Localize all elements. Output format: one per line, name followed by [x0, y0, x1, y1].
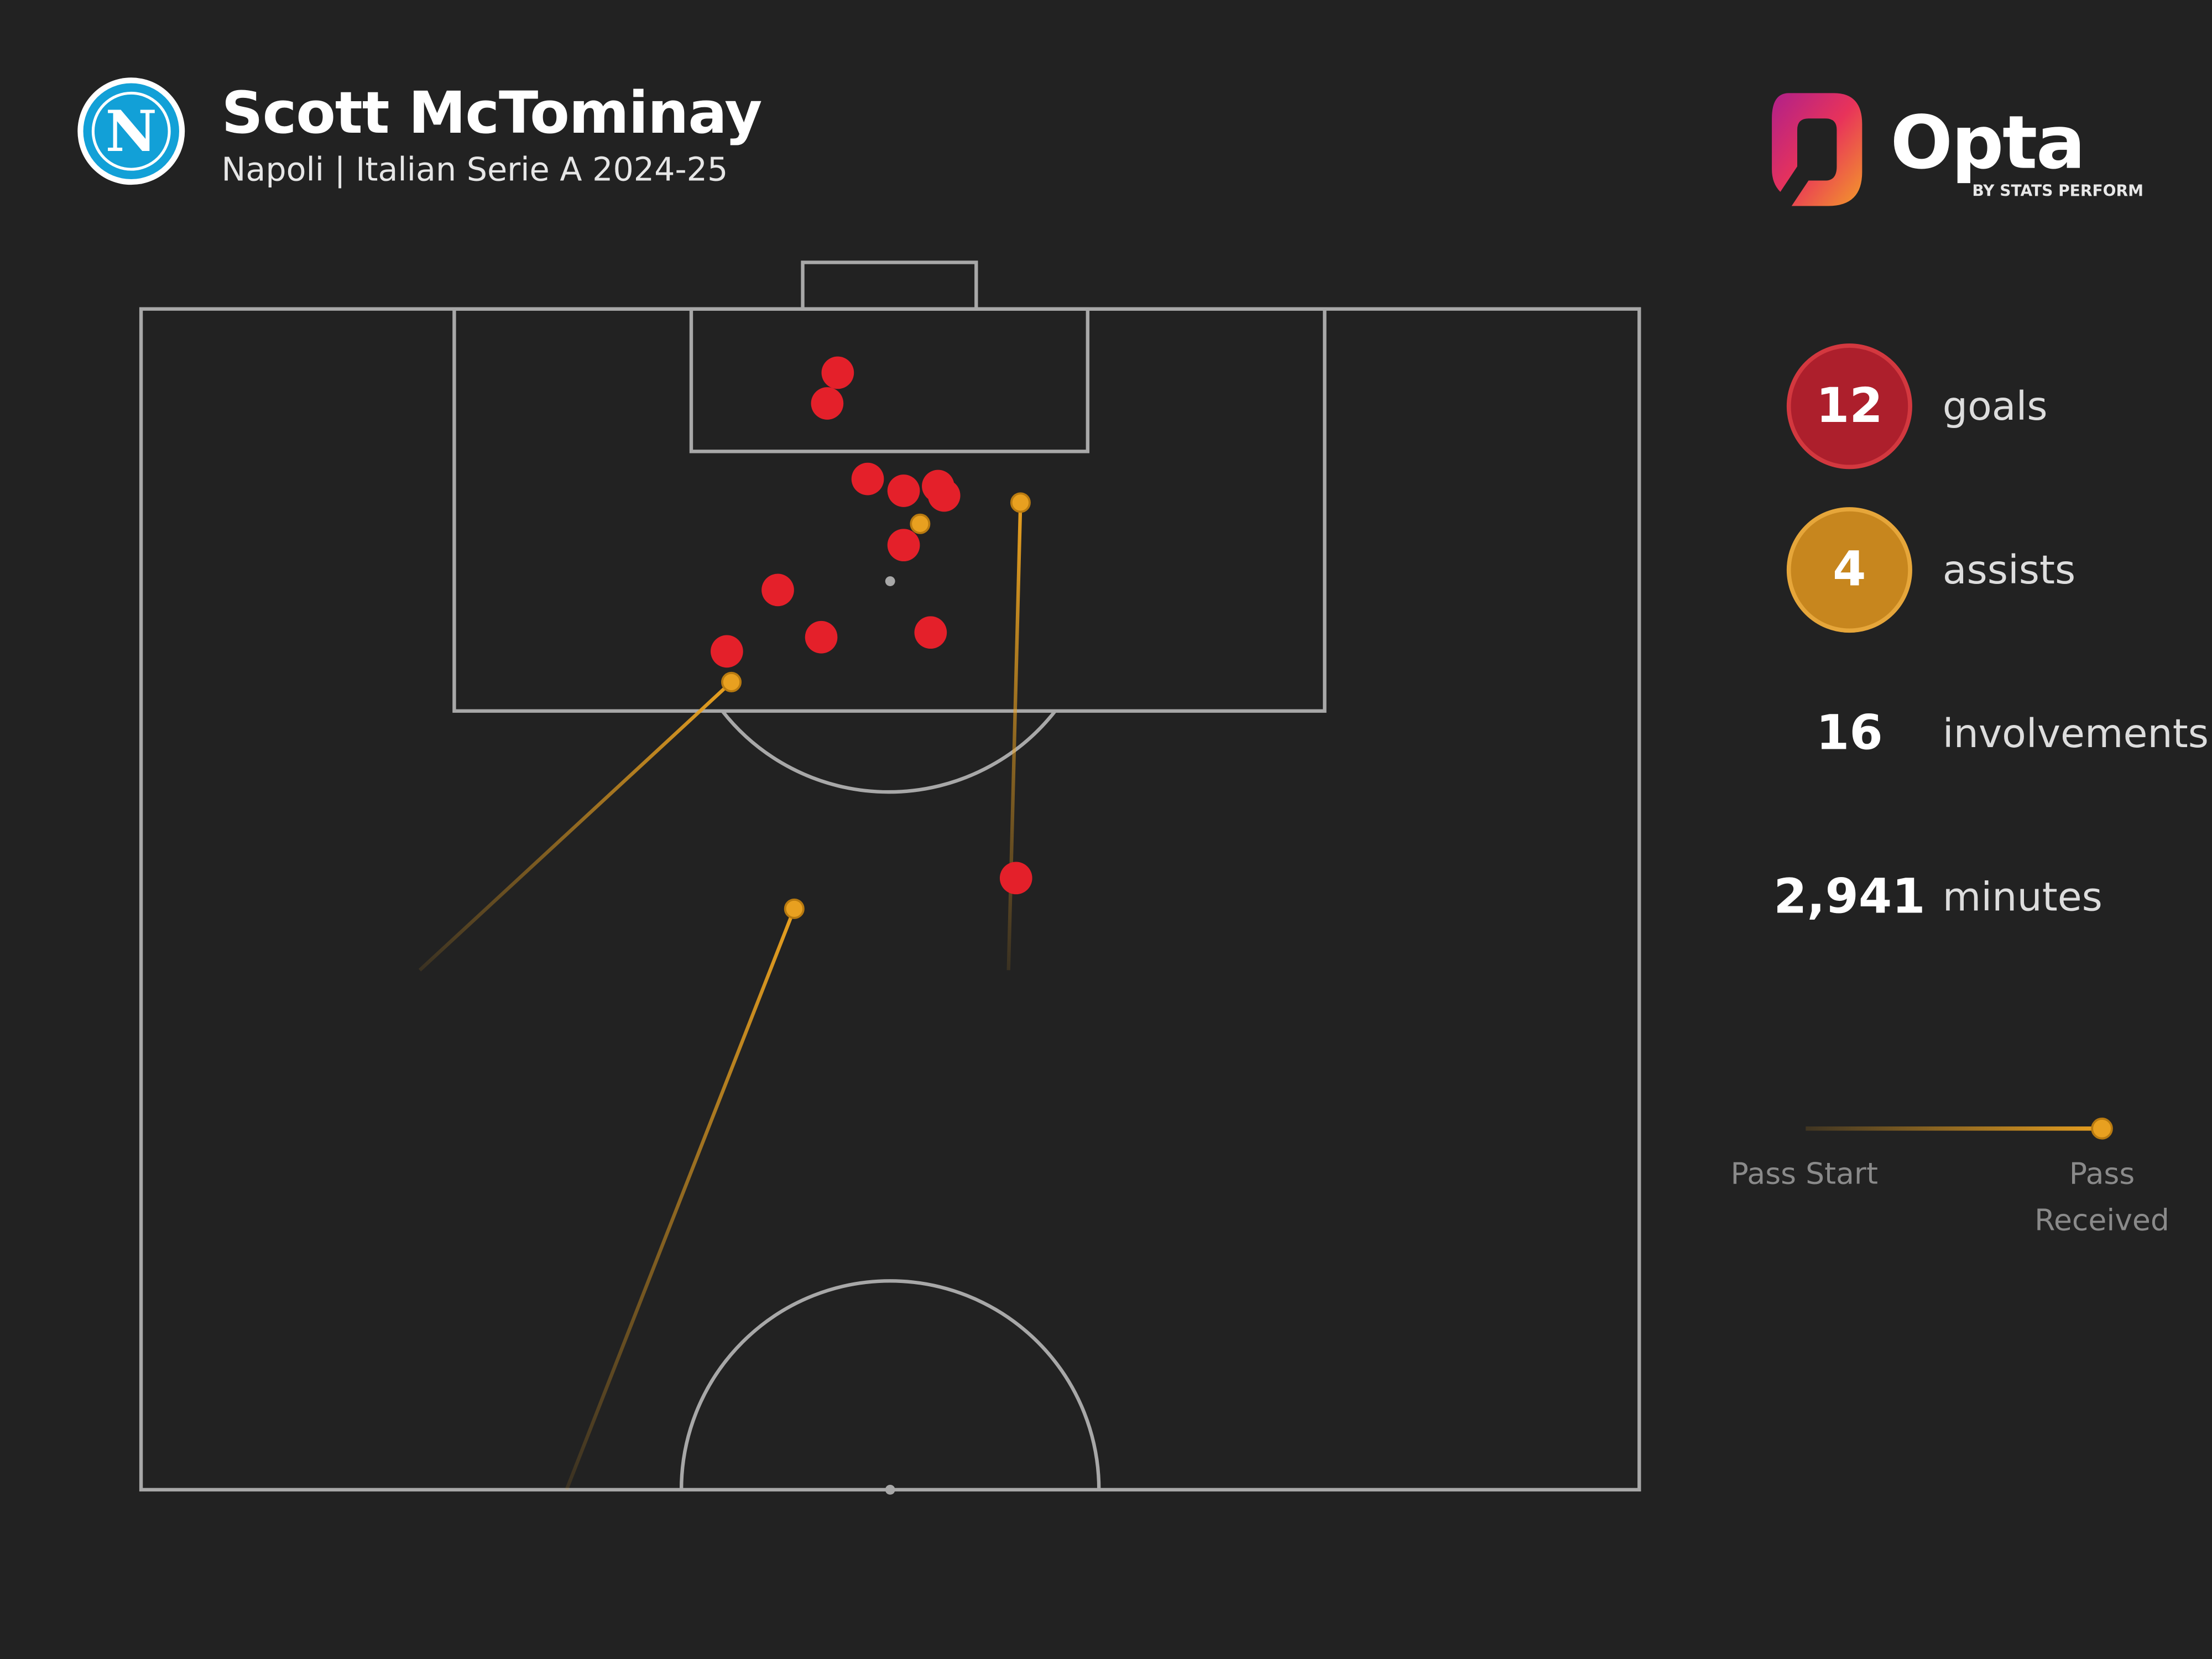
- assist-pass: [565, 908, 796, 1491]
- assist-pass: [418, 681, 733, 972]
- penalty-arc: [721, 709, 1057, 794]
- goal-shot: [914, 616, 947, 649]
- goal-shot: [999, 862, 1032, 895]
- goal-shot: [887, 474, 920, 507]
- badge-letter: N: [105, 98, 157, 165]
- centre-spot: [885, 1484, 895, 1495]
- goals-circle: [1786, 343, 1912, 469]
- stat-value: 2,941: [1773, 869, 1926, 926]
- stat-value: 4: [1833, 541, 1866, 598]
- logo-name: Opta: [1890, 101, 2085, 186]
- badge: [83, 83, 179, 179]
- assist-pass: [1006, 502, 1022, 971]
- badge-inner-ring: [91, 91, 171, 171]
- title: Scott McTominay: [221, 79, 763, 147]
- stat-value: 12: [1816, 378, 1883, 435]
- subtitle: Napoli | Italian Serie A 2024-25: [221, 152, 728, 189]
- stat-label: involvements: [1942, 710, 2209, 757]
- six-yard-box: [689, 307, 1090, 453]
- legend-label: Pass Start: [1730, 1156, 1878, 1191]
- goal-shot: [805, 620, 838, 654]
- assist-received: [721, 671, 742, 692]
- goal-shot: [811, 387, 844, 420]
- opta-icon: [1772, 93, 1863, 206]
- goal-shot: [851, 462, 884, 495]
- assist-received: [784, 898, 805, 919]
- centre-circle: [679, 1279, 1101, 1490]
- penalty-spot: [885, 576, 895, 586]
- assist-received: [1010, 492, 1031, 513]
- assist-received: [910, 513, 931, 534]
- logo-tagline: BY STATS PERFORM: [1972, 182, 2144, 201]
- pitch-lines: [139, 260, 1641, 1492]
- legend-dot: [2091, 1118, 2113, 1140]
- goal-shot: [711, 635, 743, 668]
- stat-label: assists: [1942, 546, 2076, 593]
- goal-shot: [887, 529, 920, 562]
- stat-label: goals: [1942, 383, 2048, 430]
- goal: [801, 260, 978, 311]
- goal-shot: [927, 479, 961, 512]
- legend-label: Pass Received: [2034, 1156, 2169, 1238]
- assists-circle: [1786, 507, 1912, 633]
- goal-shot: [761, 573, 794, 607]
- stat-label: minutes: [1942, 874, 2103, 921]
- goal-shot: [821, 356, 854, 389]
- penalty-box: [452, 307, 1327, 713]
- stat-value: 16: [1816, 705, 1883, 762]
